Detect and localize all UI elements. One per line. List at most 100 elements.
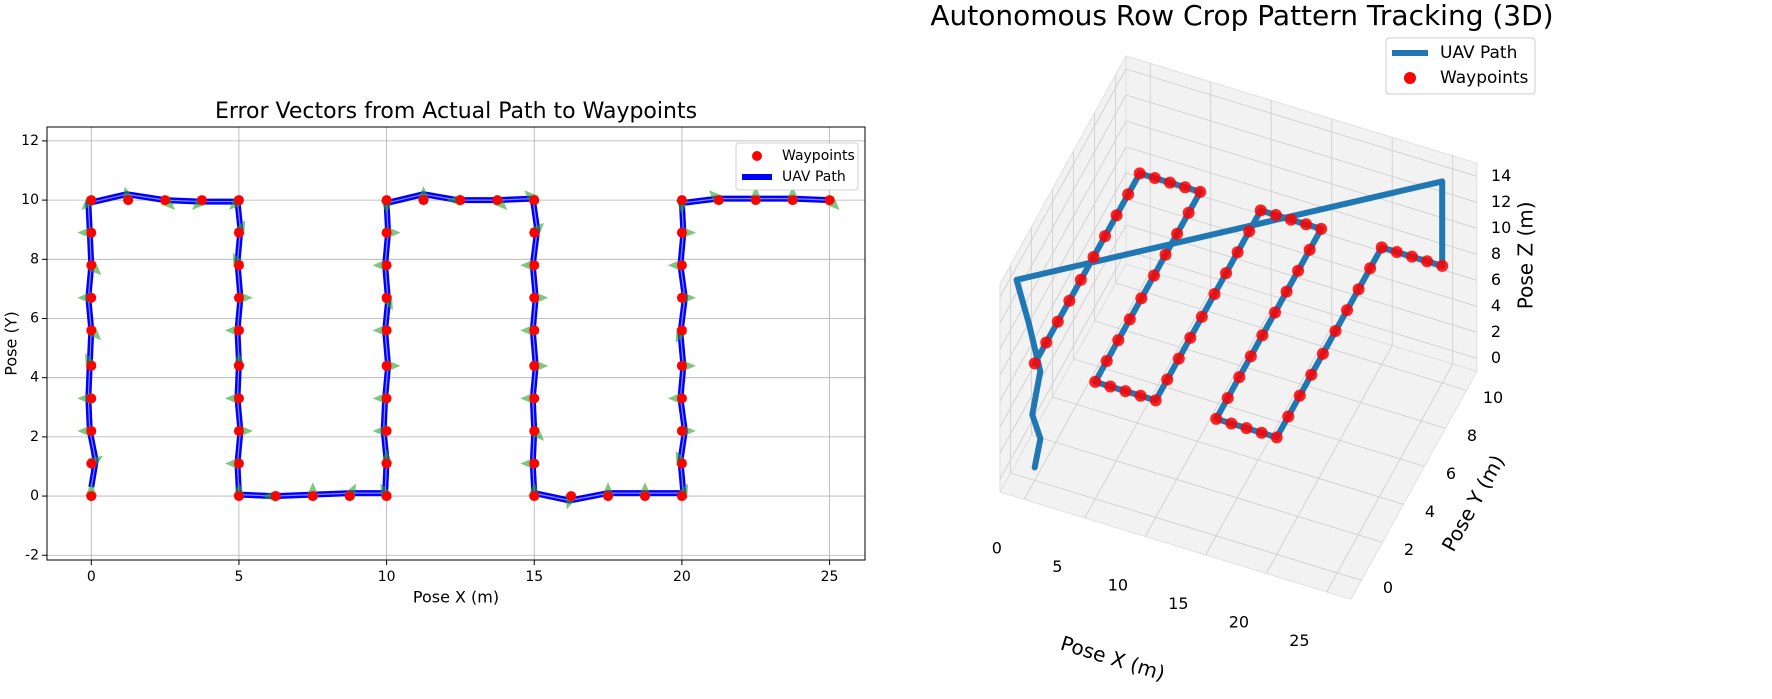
waypoint — [529, 325, 540, 336]
waypoint — [233, 227, 244, 238]
waypoint — [1099, 230, 1112, 243]
legend-label: Waypoints — [782, 148, 855, 164]
axes-frame — [46, 126, 866, 561]
waypoint — [676, 458, 687, 469]
waypoint — [1089, 375, 1102, 388]
waypoint — [1159, 248, 1172, 261]
waypoint — [676, 260, 687, 271]
waypoint — [1231, 246, 1244, 259]
grid-line — [999, 250, 1127, 480]
y-tick-label: 2 — [30, 429, 39, 445]
waypoint — [381, 458, 392, 469]
grid-line — [1052, 396, 1404, 505]
grid-line — [999, 224, 1127, 454]
waypoint — [1161, 373, 1174, 386]
waypoint — [787, 195, 798, 206]
waypoint — [1255, 426, 1268, 439]
waypoint — [1303, 243, 1316, 256]
grid-line — [999, 172, 1127, 402]
waypoint — [381, 360, 392, 371]
waypoint — [676, 491, 687, 502]
waypoint — [750, 195, 761, 206]
waypoint — [1315, 222, 1328, 235]
waypoint — [1254, 204, 1267, 217]
waypoint — [1421, 255, 1434, 268]
waypoint — [86, 260, 97, 271]
waypoint — [1292, 264, 1305, 277]
grid-line — [1010, 472, 1362, 581]
waypoint — [676, 393, 687, 404]
chart-title: Autonomous Row Crop Pattern Tracking (3D… — [930, 0, 1553, 32]
waypoint — [1284, 213, 1297, 226]
y-tick-label: 2 — [1404, 540, 1414, 559]
waypoint — [1405, 250, 1418, 263]
waypoint — [160, 195, 171, 206]
waypoint — [381, 425, 392, 436]
grid-line — [1265, 345, 1393, 574]
y-tick-label: 0 — [30, 488, 39, 504]
x-tick-label: 20 — [673, 569, 691, 585]
waypoint — [1074, 273, 1087, 286]
waypoint — [1171, 227, 1184, 240]
waypoint — [676, 325, 687, 336]
y-tick-label: 10 — [1483, 388, 1503, 407]
waypoint — [381, 393, 392, 404]
waypoint — [1390, 246, 1403, 259]
waypoint — [676, 227, 687, 238]
waypoint — [1329, 325, 1342, 337]
waypoint — [1243, 225, 1256, 238]
waypoint — [233, 325, 244, 336]
waypoint — [529, 425, 540, 436]
waypoint — [1119, 385, 1132, 398]
waypoint — [1182, 206, 1195, 219]
y-axis-label: Pose (Y) — [2, 311, 21, 375]
waypoint — [1194, 185, 1207, 198]
waypoint — [529, 260, 540, 271]
waypoint — [86, 227, 97, 238]
waypoint — [1112, 334, 1125, 347]
waypoint — [1133, 167, 1146, 180]
waypoint — [233, 292, 244, 303]
waypoint — [233, 260, 244, 271]
z-tick-label: 6 — [1491, 270, 1501, 289]
waypoint — [418, 195, 429, 206]
y-tick-label: 6 — [1446, 464, 1456, 483]
grid-line — [999, 68, 1127, 298]
waypoint — [233, 425, 244, 436]
waypoint — [1256, 329, 1269, 342]
legend-label: Waypoints — [1440, 68, 1529, 88]
waypoint — [381, 195, 392, 206]
waypoint — [1269, 306, 1281, 319]
waypoint — [1148, 269, 1160, 282]
waypoint — [1436, 259, 1449, 272]
y-tick-label: 0 — [1383, 578, 1393, 597]
uav-path-highlight — [87, 193, 830, 502]
x-tick-label: 20 — [1229, 612, 1249, 631]
x-axis-label: Pose X (m) — [413, 588, 499, 607]
waypoint — [492, 195, 503, 206]
waypoint — [676, 195, 687, 206]
waypoint — [1220, 267, 1233, 280]
x-tick-label: 5 — [234, 569, 243, 585]
legend-marker — [1404, 72, 1416, 84]
waypoint — [86, 360, 97, 371]
waypoint — [86, 491, 97, 502]
grid-line — [1094, 320, 1446, 429]
waypoint — [529, 458, 540, 469]
waypoint — [529, 292, 540, 303]
waypoint — [86, 195, 97, 206]
waypoint — [713, 195, 724, 206]
waypoint — [381, 491, 392, 502]
waypoint — [86, 292, 97, 303]
x-tick-label: 5 — [1052, 557, 1062, 576]
legend-label: UAV Path — [782, 169, 846, 185]
x-tick-label: 15 — [1168, 594, 1188, 613]
waypoint — [639, 491, 650, 502]
waypoint — [1221, 392, 1234, 404]
waypoint — [307, 491, 318, 502]
x-tick-label: 0 — [992, 538, 1002, 557]
grid-line — [1084, 289, 1212, 519]
x-tick-label: 0 — [87, 569, 96, 585]
waypoint — [1063, 294, 1076, 307]
